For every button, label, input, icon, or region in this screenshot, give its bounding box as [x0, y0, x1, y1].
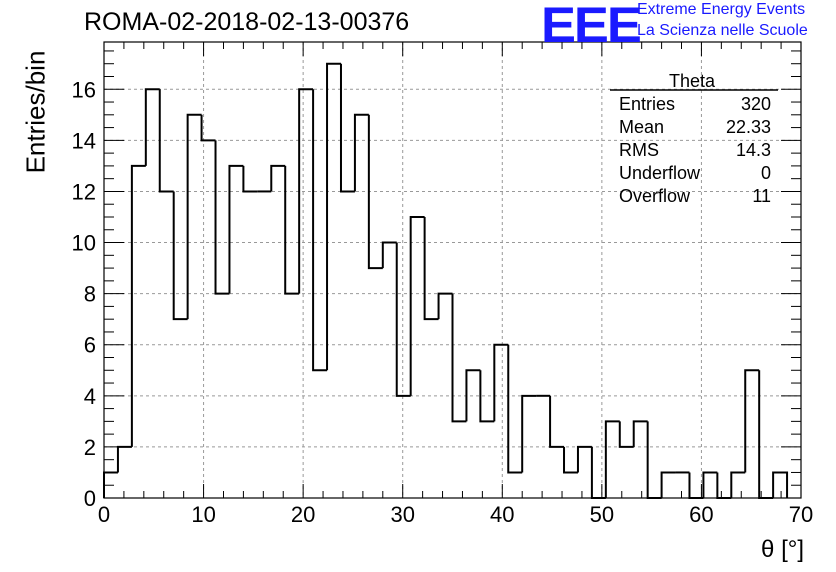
stats-row-value: 320	[741, 94, 771, 114]
histogram-bin	[130, 164, 146, 447]
histogram-bin	[423, 216, 439, 321]
histogram-bin	[200, 114, 216, 142]
histogram-bin	[576, 445, 592, 473]
histogram-bin	[367, 114, 383, 270]
histogram-bin	[563, 446, 578, 474]
histogram-bin	[242, 165, 258, 193]
stats-row-value: 14.3	[736, 140, 771, 160]
histogram-bin	[339, 63, 355, 193]
histogram-bin	[744, 369, 760, 473]
x-tick-label: 10	[191, 502, 215, 527]
stats-box-name: Theta	[669, 71, 716, 91]
histogram-bin	[702, 471, 718, 498]
histogram-bin	[409, 215, 425, 396]
histogram-bin	[437, 292, 453, 320]
chart-title: ROMA-02-2018-02-13-00376	[84, 8, 410, 36]
histogram-bin	[632, 420, 648, 447]
histogram-bin	[284, 165, 300, 295]
histogram-bin	[144, 88, 160, 166]
branding-line-1: Extreme Energy Events	[637, 1, 806, 18]
histogram-bin	[326, 62, 341, 371]
grid-lines	[104, 42, 801, 498]
y-tick-label: 12	[72, 179, 96, 204]
plot-frame	[103, 41, 802, 499]
stats-row-label: Entries	[619, 94, 675, 114]
histogram-bin	[395, 242, 411, 397]
y-tick-label: 6	[84, 333, 96, 358]
histogram-bars	[103, 62, 789, 499]
histogram-bin	[716, 472, 732, 499]
x-tick-label: 50	[590, 502, 614, 527]
y-tick-labels: 0 2 4 6 8 10 12 14 16	[72, 77, 96, 511]
y-tick-label: 2	[84, 435, 96, 460]
y-tick-label: 16	[72, 77, 96, 102]
x-tick-label: 60	[689, 502, 713, 527]
histogram-bin	[772, 471, 789, 498]
stats-row-label: Underflow	[619, 163, 701, 183]
y-tick-label: 8	[84, 282, 96, 307]
stats-row-label: RMS	[619, 140, 659, 160]
stats-row-value: 11	[752, 186, 771, 206]
histogram-bin	[172, 191, 188, 321]
histogram-bin	[214, 140, 230, 295]
histogram-bin	[758, 370, 774, 499]
histogram-bin	[660, 471, 676, 498]
histogram-bin	[493, 343, 509, 422]
histogram-bin	[228, 164, 244, 294]
stats-box-rows: Entries 320 Mean 22.33 RMS 14.3 Underflow 0 Over…	[619, 94, 771, 206]
histogram-bin	[590, 446, 606, 499]
histogram-bin	[270, 164, 286, 192]
x-tick-label: 40	[490, 502, 514, 527]
x-tick-label: 30	[390, 502, 414, 527]
stats-row-value: 0	[761, 163, 771, 183]
histogram-bin	[312, 89, 328, 372]
x-tick-label: 20	[291, 502, 315, 527]
histogram-bin	[451, 293, 467, 423]
histogram-bin	[353, 113, 369, 192]
x-tick-labels: 0 10 20 30 40 50 60 70	[98, 502, 813, 527]
histogram-bin	[479, 370, 495, 423]
axis-ticks	[103, 42, 802, 499]
histogram-bin	[116, 445, 132, 473]
histogram-bin	[730, 471, 746, 498]
histogram-bin	[186, 113, 202, 320]
x-axis-label: θ [°]	[761, 536, 804, 563]
y-tick-label: 10	[72, 231, 96, 256]
stats-row-value: 22.33	[726, 117, 771, 137]
branding-line-2: La Scienza nelle Scuole	[637, 22, 808, 39]
stats-box: Theta Entries 320 Mean 22.33 RMS 14.3 Underflo…	[610, 71, 778, 206]
histogram-bin	[604, 420, 620, 498]
eee-logo: EEE	[541, 0, 642, 53]
stats-row-label: Overflow	[619, 186, 691, 206]
y-tick-label: 4	[84, 384, 96, 409]
histogram-bin	[521, 394, 537, 473]
histogram-bin	[646, 421, 662, 499]
histogram-bin	[549, 395, 565, 448]
histogram-bin	[507, 344, 523, 474]
y-tick-label: 14	[72, 128, 96, 153]
histogram-bin	[381, 241, 397, 269]
stats-row-label: Mean	[619, 117, 664, 137]
histogram-bin	[465, 369, 481, 422]
histogram-bin	[158, 89, 174, 193]
x-tick-label: 0	[98, 502, 110, 527]
histogram-bin	[298, 88, 314, 294]
x-tick-label: 70	[789, 502, 813, 527]
histogram-bin	[618, 421, 634, 448]
y-tick-label: 0	[84, 486, 96, 511]
y-axis-label: Entries/bin	[20, 50, 51, 174]
